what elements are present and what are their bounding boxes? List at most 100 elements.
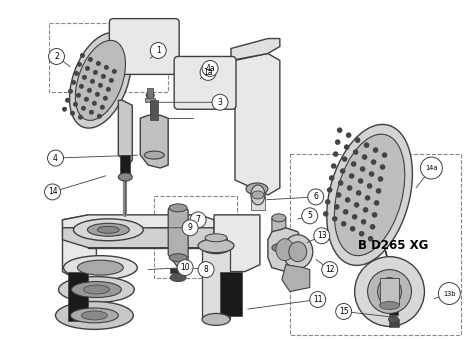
Text: 3: 3 — [218, 98, 222, 107]
Polygon shape — [168, 206, 188, 268]
Circle shape — [361, 219, 366, 225]
Circle shape — [200, 64, 216, 81]
Circle shape — [85, 66, 90, 71]
Ellipse shape — [144, 151, 164, 159]
Circle shape — [87, 88, 92, 93]
Ellipse shape — [59, 276, 134, 302]
Ellipse shape — [87, 223, 129, 236]
Circle shape — [77, 62, 82, 67]
FancyBboxPatch shape — [174, 56, 236, 109]
Ellipse shape — [379, 301, 399, 309]
Circle shape — [367, 183, 372, 189]
Circle shape — [98, 83, 103, 88]
Circle shape — [363, 207, 368, 213]
Bar — [145, 98, 155, 102]
Circle shape — [346, 132, 352, 138]
Circle shape — [341, 221, 346, 226]
Circle shape — [302, 208, 318, 224]
Circle shape — [79, 84, 84, 89]
Bar — [68, 272, 88, 321]
Circle shape — [95, 92, 100, 97]
Text: 4a: 4a — [205, 64, 215, 73]
Ellipse shape — [289, 242, 307, 262]
Polygon shape — [385, 248, 398, 307]
Circle shape — [338, 180, 344, 186]
Text: 10: 10 — [180, 263, 190, 272]
Text: 8: 8 — [204, 265, 208, 274]
Circle shape — [65, 98, 70, 103]
Bar — [170, 268, 186, 273]
Circle shape — [364, 142, 369, 148]
Circle shape — [327, 187, 332, 193]
Circle shape — [84, 97, 89, 102]
Bar — [389, 320, 399, 327]
Polygon shape — [214, 215, 260, 272]
Polygon shape — [62, 228, 214, 248]
Ellipse shape — [202, 242, 230, 254]
Circle shape — [68, 89, 73, 94]
Text: 4: 4 — [53, 154, 58, 162]
Ellipse shape — [327, 124, 412, 265]
Circle shape — [212, 94, 228, 110]
Circle shape — [354, 202, 359, 208]
Circle shape — [112, 69, 117, 74]
Polygon shape — [62, 215, 214, 234]
Circle shape — [373, 147, 379, 153]
Text: 1: 1 — [156, 46, 160, 55]
Circle shape — [103, 96, 108, 101]
Circle shape — [334, 204, 339, 210]
Circle shape — [356, 190, 361, 196]
Circle shape — [372, 212, 378, 218]
Ellipse shape — [202, 314, 230, 326]
Circle shape — [97, 114, 102, 119]
Circle shape — [365, 195, 371, 201]
Polygon shape — [268, 228, 302, 272]
Ellipse shape — [389, 316, 399, 323]
Circle shape — [93, 70, 98, 75]
Circle shape — [89, 110, 94, 115]
Ellipse shape — [78, 260, 123, 275]
Circle shape — [104, 65, 109, 70]
Circle shape — [100, 105, 105, 110]
Text: 14: 14 — [48, 188, 57, 196]
Bar — [205, 238, 227, 250]
Circle shape — [325, 199, 331, 205]
Circle shape — [368, 236, 373, 241]
Ellipse shape — [378, 278, 401, 306]
Circle shape — [378, 176, 383, 182]
Text: 13b: 13b — [443, 290, 456, 296]
Ellipse shape — [272, 244, 286, 252]
Bar — [251, 195, 265, 210]
Ellipse shape — [72, 282, 121, 298]
Circle shape — [73, 102, 78, 107]
Text: 11: 11 — [313, 295, 323, 304]
FancyBboxPatch shape — [109, 19, 179, 75]
Circle shape — [78, 115, 83, 120]
Ellipse shape — [69, 33, 131, 128]
Ellipse shape — [198, 239, 234, 253]
Circle shape — [376, 188, 381, 194]
Circle shape — [331, 163, 337, 169]
Circle shape — [382, 152, 387, 158]
Circle shape — [62, 107, 67, 112]
Polygon shape — [235, 54, 280, 195]
Bar — [379, 278, 399, 306]
Circle shape — [71, 80, 76, 85]
Circle shape — [369, 171, 374, 177]
Text: 14a: 14a — [425, 165, 438, 171]
Circle shape — [337, 127, 342, 133]
Circle shape — [323, 211, 328, 217]
Circle shape — [82, 75, 87, 80]
Ellipse shape — [355, 257, 425, 327]
Ellipse shape — [251, 185, 265, 205]
Text: 12: 12 — [325, 265, 334, 274]
Circle shape — [80, 53, 85, 58]
Circle shape — [336, 192, 341, 198]
Circle shape — [347, 185, 352, 191]
Circle shape — [96, 61, 101, 66]
Circle shape — [380, 164, 385, 170]
Ellipse shape — [83, 285, 109, 294]
Ellipse shape — [81, 311, 107, 320]
Polygon shape — [282, 265, 310, 292]
Ellipse shape — [118, 173, 133, 181]
